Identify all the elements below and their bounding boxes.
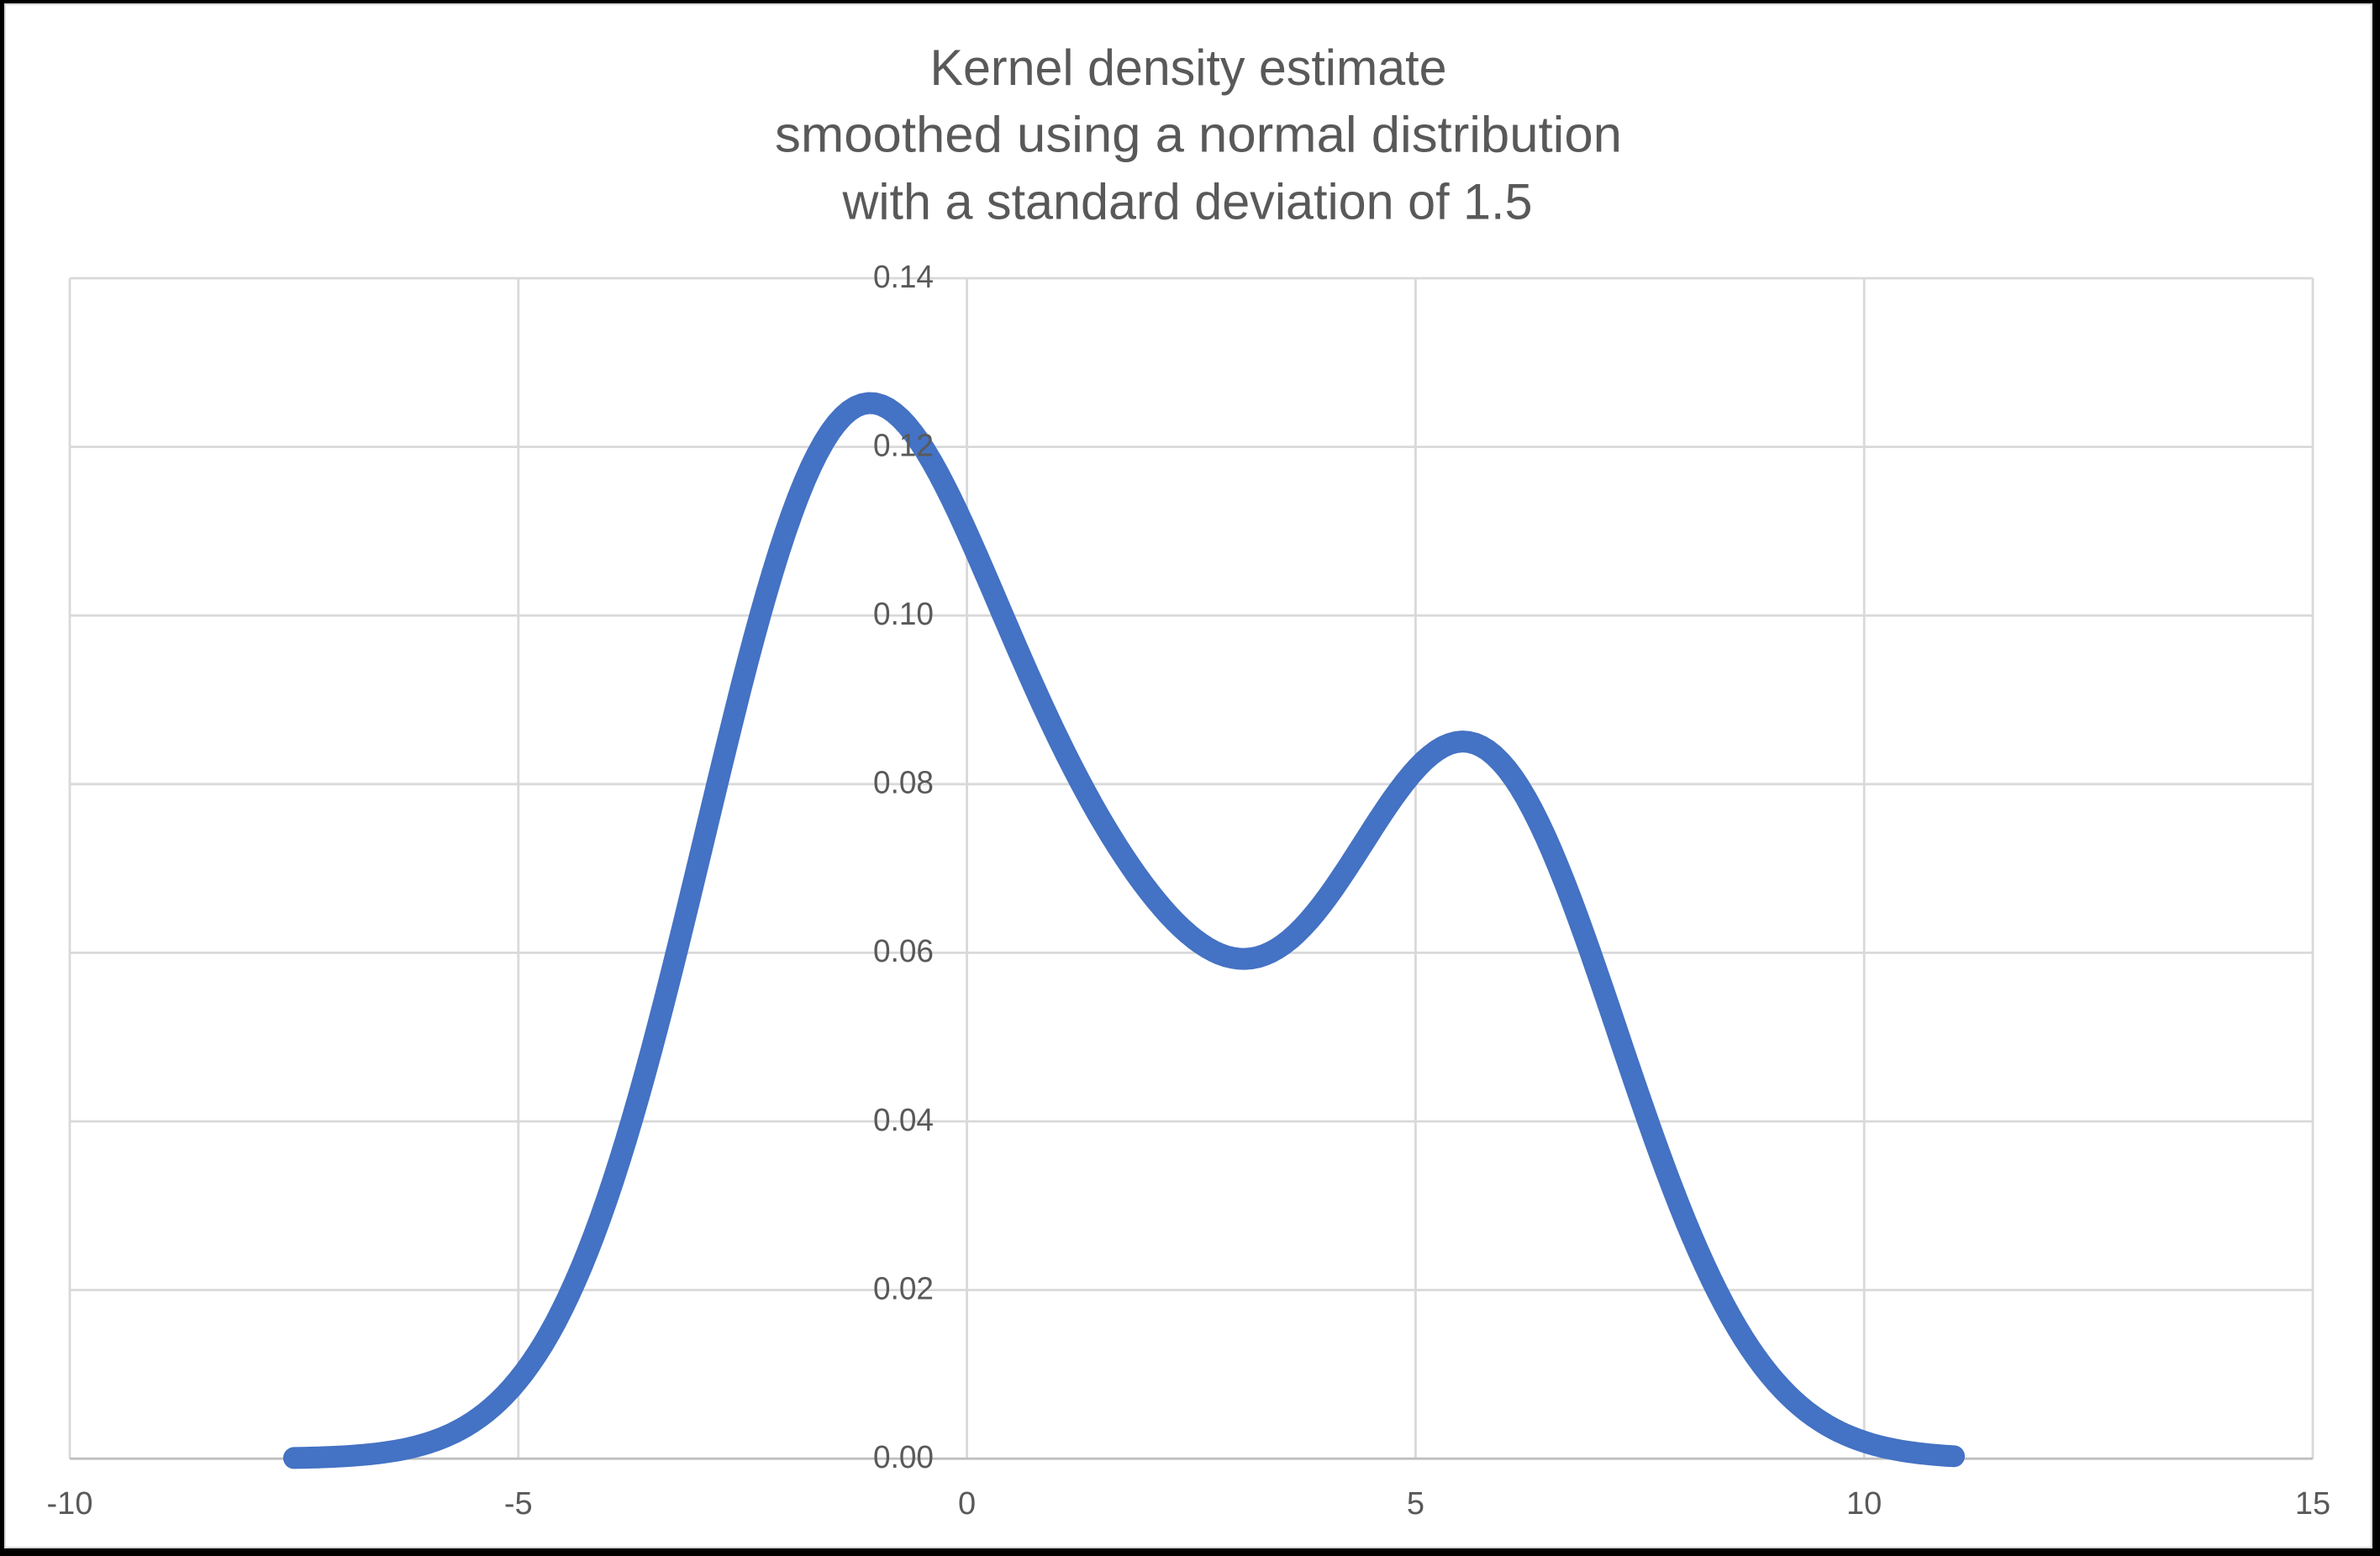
svg-text:Kernel density estimate: Kernel density estimate: [930, 40, 1447, 96]
svg-text:15: 15: [2295, 1486, 2330, 1522]
svg-text:0.14: 0.14: [873, 260, 934, 295]
svg-text:0.00: 0.00: [873, 1440, 934, 1475]
svg-text:5: 5: [1407, 1486, 1424, 1522]
svg-text:-5: -5: [504, 1486, 533, 1522]
svg-text:0.02: 0.02: [873, 1271, 934, 1306]
svg-text:0.08: 0.08: [873, 766, 934, 801]
svg-text:0.10: 0.10: [873, 597, 934, 632]
svg-text:10: 10: [1846, 1486, 1882, 1522]
svg-text:0.06: 0.06: [873, 934, 934, 969]
svg-text:0: 0: [958, 1486, 976, 1522]
svg-text:smoothed using a normal distri: smoothed using a normal distribution: [775, 107, 1622, 163]
svg-text:-10: -10: [47, 1486, 93, 1522]
svg-text:0.04: 0.04: [873, 1103, 934, 1138]
svg-text:0.12: 0.12: [873, 428, 934, 463]
svg-text:with a standard deviation of 1: with a standard deviation of 1.5: [842, 173, 1533, 229]
